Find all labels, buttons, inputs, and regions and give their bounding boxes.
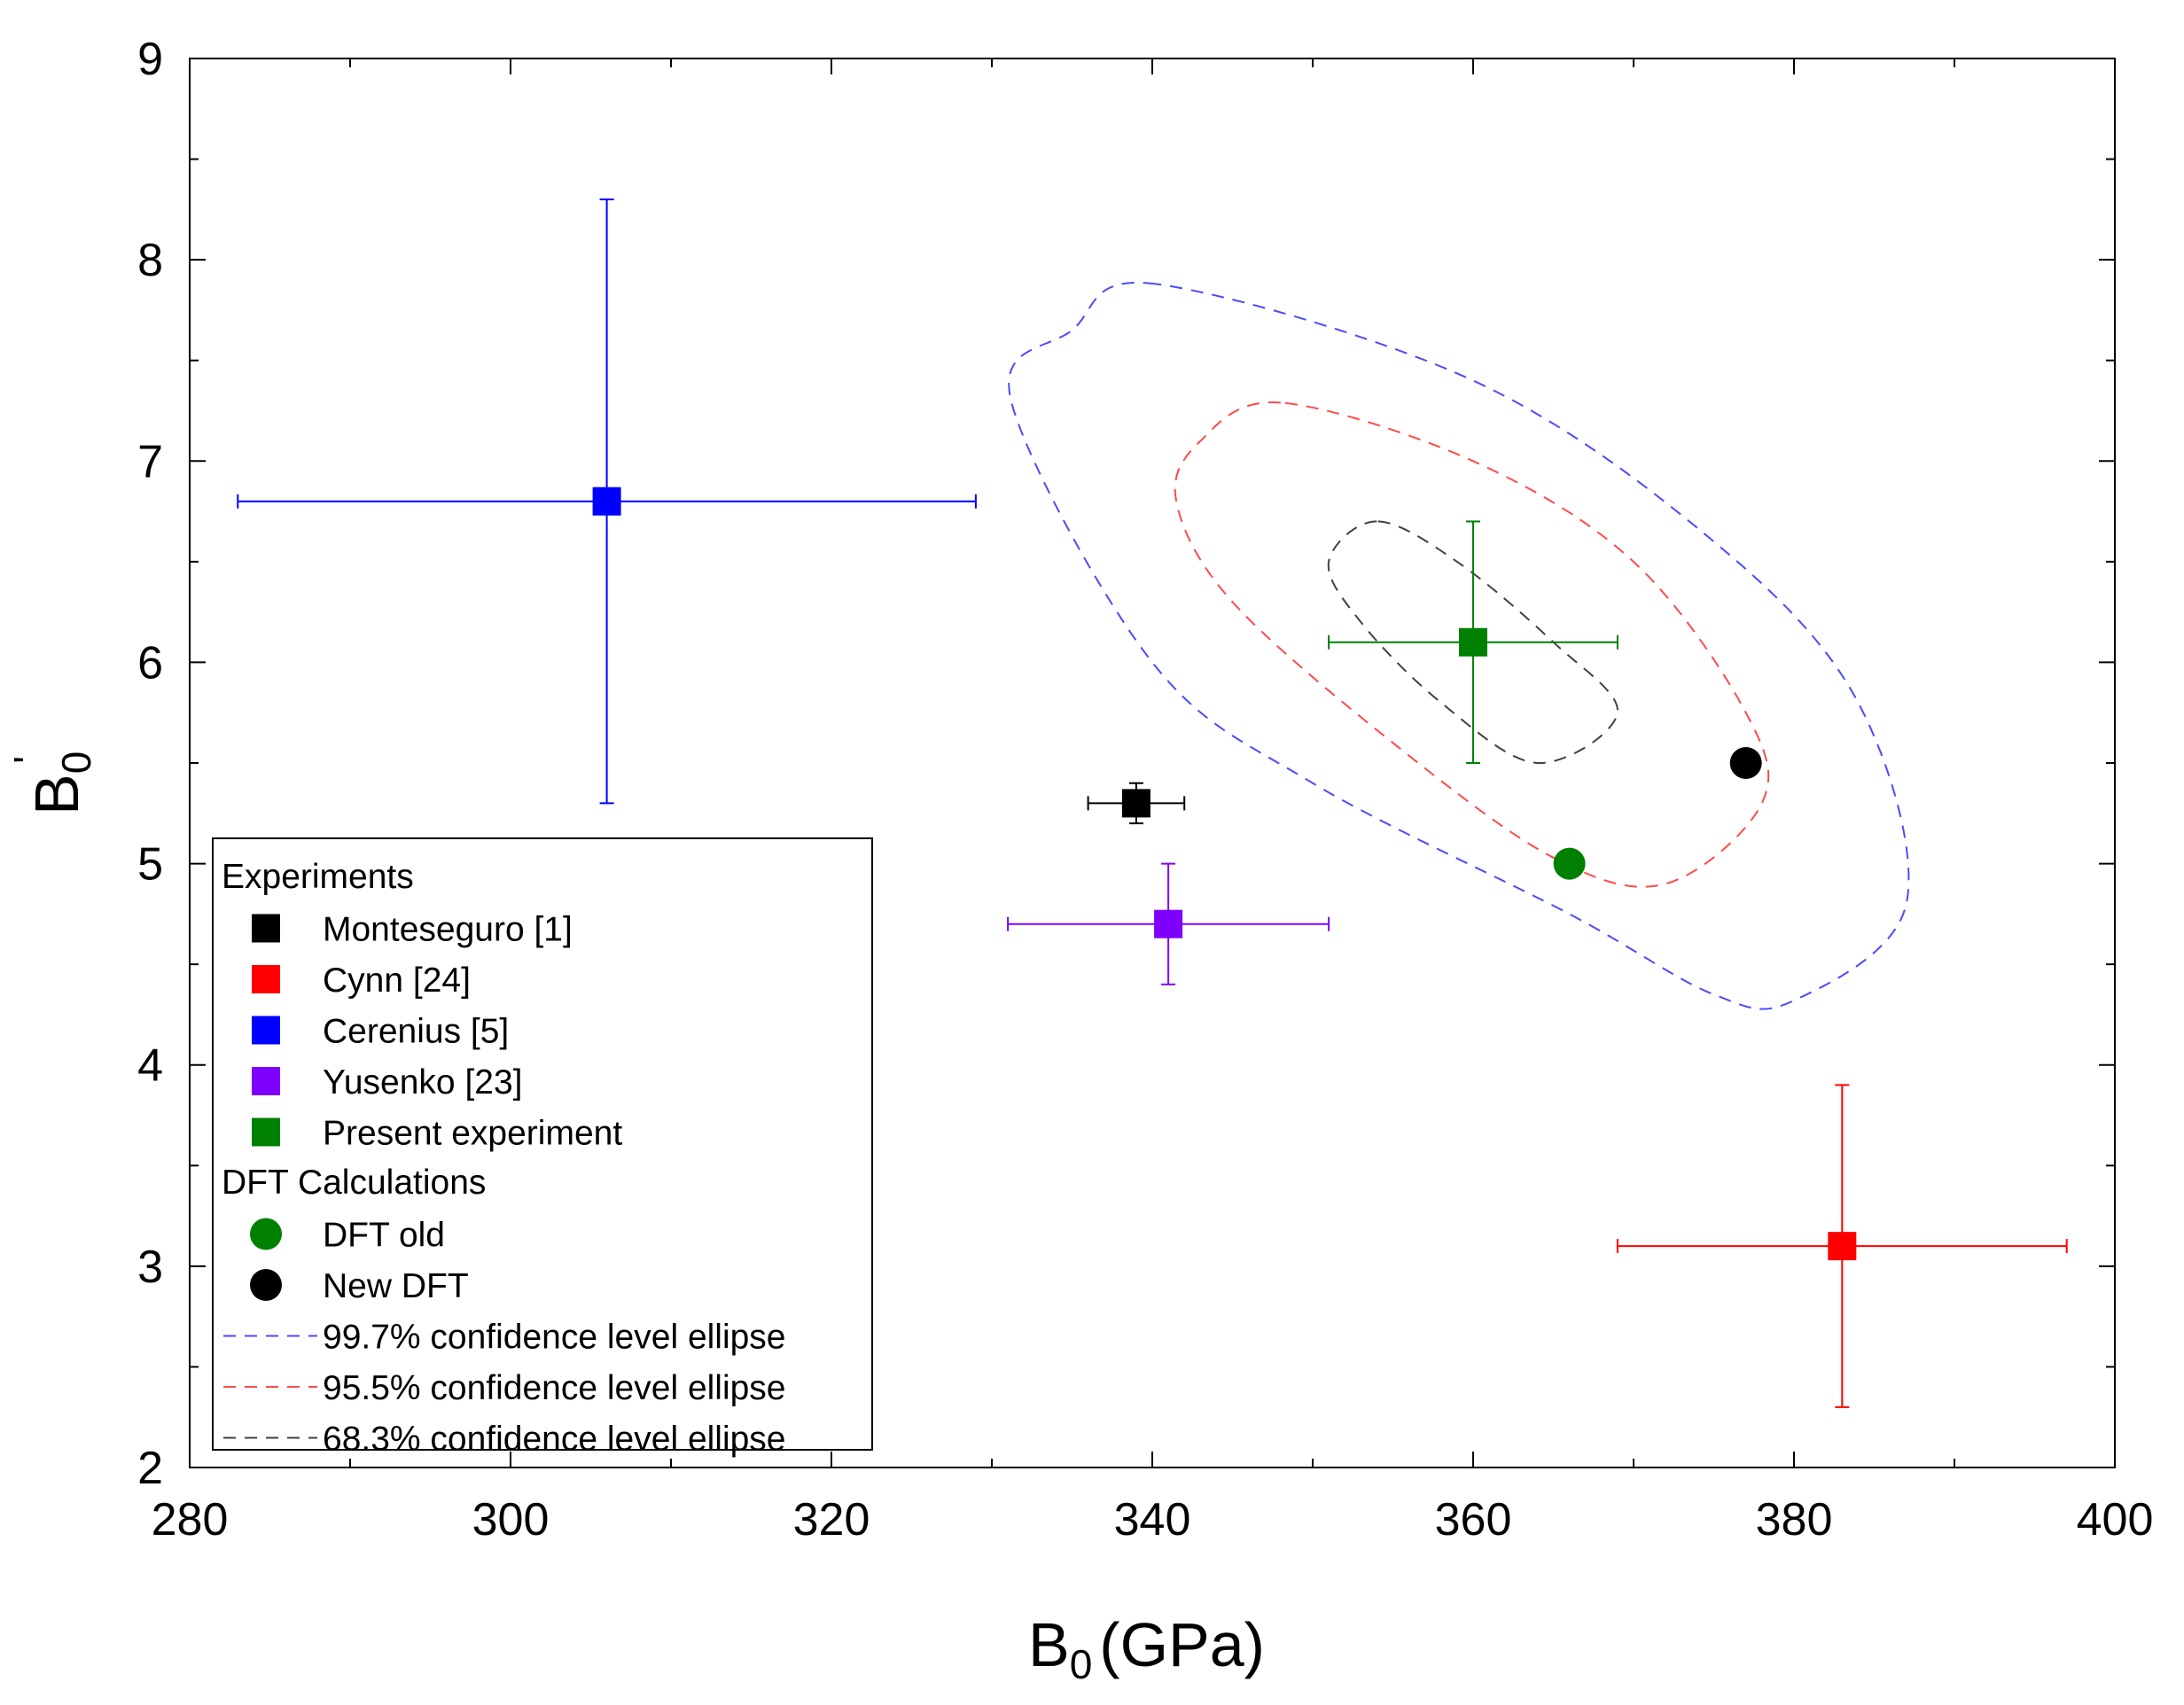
x-tick-label: 360 bbox=[1435, 1494, 1512, 1545]
legend-label: 95.5% confidence level ellipse bbox=[323, 1369, 786, 1407]
y-tick-label: 3 bbox=[137, 1242, 163, 1293]
x-axis-title-unit: (GPa) bbox=[1099, 1610, 1265, 1679]
legend-group-experiments: Experiments bbox=[222, 858, 414, 896]
legend-label: Present experiment bbox=[323, 1115, 622, 1153]
legend-swatch-square bbox=[252, 965, 280, 993]
y-tick-label: 2 bbox=[137, 1443, 163, 1494]
marker-square-2 bbox=[592, 487, 621, 516]
y-tick-label: 4 bbox=[137, 1040, 163, 1092]
ellipse-95-5 bbox=[1174, 401, 1770, 888]
legend-swatch-square bbox=[252, 1067, 280, 1095]
marker-circle-6 bbox=[1729, 747, 1762, 779]
x-tick-label: 340 bbox=[1114, 1494, 1191, 1545]
legend-swatch-square bbox=[252, 914, 280, 943]
legend-swatch-circle bbox=[250, 1269, 282, 1301]
y-axis-title-sub: 0 bbox=[53, 751, 99, 775]
legend-label: Monteseguro [1] bbox=[323, 911, 573, 949]
legend-label: New DFT bbox=[323, 1267, 469, 1305]
marker-circle-5 bbox=[1553, 847, 1586, 880]
x-tick-label: 300 bbox=[472, 1494, 550, 1545]
x-tick-label: 400 bbox=[2077, 1494, 2154, 1545]
x-axis-title-sub: 0 bbox=[1070, 1641, 1093, 1687]
y-axis-title-prime: ' bbox=[5, 756, 51, 764]
x-tick-label: 380 bbox=[1756, 1494, 1833, 1545]
data-markers bbox=[592, 487, 1857, 1261]
legend-swatch-square bbox=[252, 1117, 280, 1147]
x-axis-title: B0 (GPa) bbox=[1028, 1610, 1265, 1687]
confidence-ellipses bbox=[1008, 282, 1910, 1010]
marker-square-1 bbox=[1828, 1232, 1857, 1261]
legend-label: Cerenius [5] bbox=[323, 1013, 509, 1051]
legend-label: Cynn [24] bbox=[323, 961, 471, 1000]
y-tick-label: 8 bbox=[137, 235, 163, 286]
legend-swatch-square bbox=[252, 1016, 280, 1045]
legend-label: 99.7% confidence level ellipse bbox=[323, 1319, 786, 1357]
x-axis-title-main: B bbox=[1028, 1610, 1070, 1679]
marker-square-0 bbox=[1121, 789, 1150, 818]
y-axis-title: B0' bbox=[5, 751, 99, 815]
legend-group-dft: DFT Calculations bbox=[222, 1164, 486, 1202]
y-tick-label: 7 bbox=[137, 436, 163, 487]
legend-label: 68.3% confidence level ellipse bbox=[323, 1421, 786, 1459]
legend-label: Yusenko [23] bbox=[323, 1063, 523, 1102]
ellipse-68-3 bbox=[1327, 520, 1618, 765]
legend-label: DFT old bbox=[323, 1217, 445, 1255]
legend-swatch-circle bbox=[250, 1218, 282, 1250]
y-axis-title-main: B bbox=[22, 774, 91, 815]
legend-box bbox=[212, 837, 873, 1451]
ellipse-99-7 bbox=[1008, 282, 1910, 1010]
y-tick-label: 9 bbox=[137, 34, 163, 85]
marker-square-3 bbox=[1154, 909, 1183, 938]
y-tick-label: 6 bbox=[137, 637, 163, 689]
x-tick-label: 320 bbox=[793, 1494, 870, 1545]
marker-square-4 bbox=[1459, 627, 1487, 657]
x-tick-label: 280 bbox=[152, 1494, 229, 1545]
legend: Experiments Monteseguro [1] Cynn [24] Ceren… bbox=[212, 837, 873, 1459]
y-tick-label: 5 bbox=[137, 839, 163, 891]
